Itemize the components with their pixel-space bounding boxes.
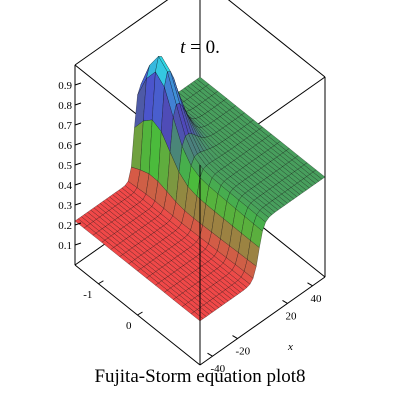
title-variable: t — [180, 37, 186, 58]
z-tick-label: 0.4 — [58, 180, 72, 192]
z-tick-mark — [74, 222, 82, 226]
x-axis-label: x — [287, 341, 293, 353]
z-tick-label: 0.9 — [58, 80, 72, 92]
y-tick-label: -1 — [83, 289, 92, 301]
z-tick-label: 0.1 — [58, 240, 72, 252]
y-tick-mark — [137, 311, 143, 316]
y-axis-ticks: -1 0 — [83, 280, 143, 332]
z-tick-label: 0.8 — [58, 100, 72, 112]
z-tick-mark — [74, 122, 82, 126]
z-tick-mark — [74, 162, 82, 166]
y-tick-label: 0 — [126, 320, 132, 332]
z-tick-label: 0.2 — [58, 220, 72, 232]
x-tick-mark — [282, 299, 288, 304]
title-text: = 0. — [185, 37, 219, 58]
box-edge — [227, 0, 326, 78]
z-tick-mark — [74, 182, 82, 186]
x-tick-label: 20 — [286, 310, 298, 322]
z-tick-mark — [74, 102, 82, 106]
x-tick-label: -20 — [236, 346, 251, 358]
z-axis-ticks: 0.1 0.2 0.3 0.4 0.5 0.6 0.7 0.8 0.9 — [58, 80, 82, 252]
x-tick-mark — [307, 282, 313, 287]
z-tick-label: 0.3 — [58, 200, 72, 212]
z-tick-mark — [74, 82, 82, 86]
x-axis-ticks: -40 -20 20 40 — [207, 282, 323, 375]
surface — [74, 55, 326, 322]
z-tick-mark — [74, 202, 82, 206]
y-tick-mark — [98, 280, 104, 285]
z-tick-mark — [74, 142, 82, 146]
z-tick-label: 0.6 — [58, 140, 72, 152]
x-tick-mark — [207, 352, 213, 357]
box-edge — [74, 0, 169, 66]
figure-caption: Fujita-Storm equation plot8 — [94, 366, 306, 387]
x-tick-label: 40 — [311, 293, 323, 305]
x-tick-label: -40 — [211, 363, 226, 375]
z-tick-label: 0.5 — [58, 160, 72, 172]
z-tick-label: 0.7 — [58, 120, 72, 132]
z-tick-mark — [74, 242, 82, 246]
box-edge — [199, 276, 326, 366]
x-tick-mark — [232, 335, 238, 340]
plot-title: t = 0. — [180, 37, 220, 58]
